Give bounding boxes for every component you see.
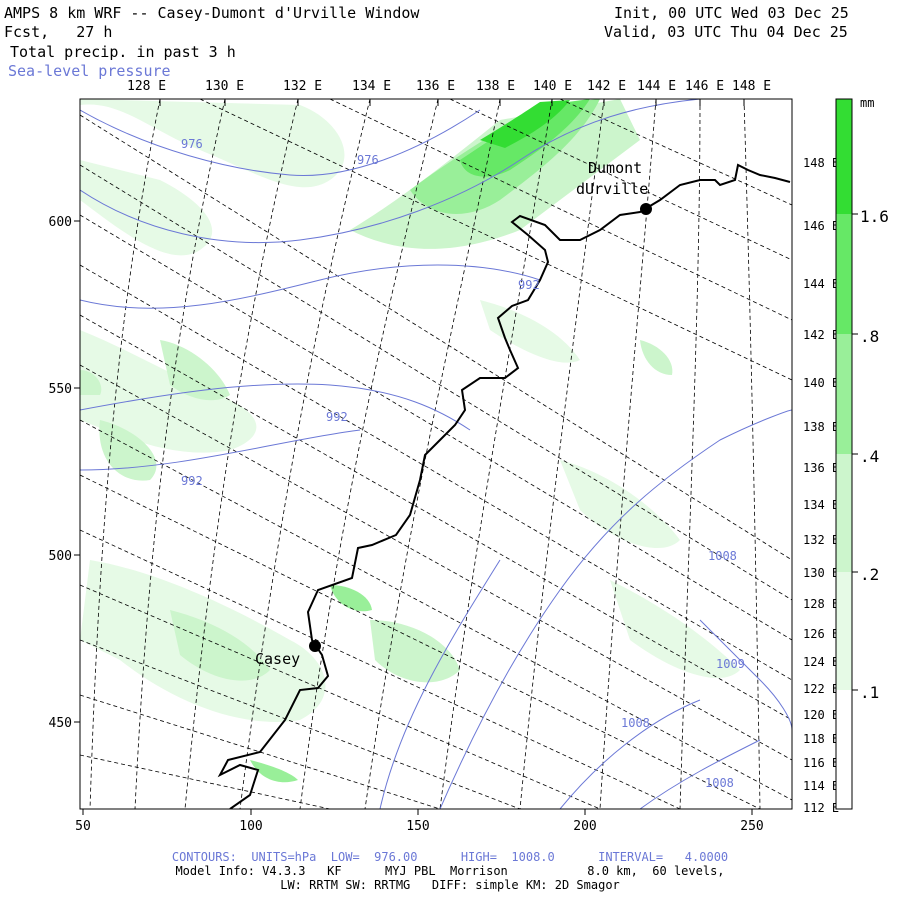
right-lon-label: 124 E [803,655,839,669]
right-lon-labels: 148 E 146 E 144 E 142 E 140 E 138 E 136 … [803,156,839,815]
top-lon-label: 130 E [205,79,244,94]
top-lon-label: 132 E [283,79,322,94]
colorbar: mm 1.6 .8 .4 .2 .1 [835,96,889,810]
map-content [80,99,792,809]
colorbar-swatch [836,690,852,809]
contour-labels: 976 976 992 992 992 1008 1009 1008 1008 [181,137,745,790]
model-info: Model Info: V4.3.3 KF MYJ PBL Morrison 8… [175,864,725,878]
colorbar-swatch [836,454,852,572]
map-border [79,98,793,810]
station-label-dumont-2: dUrville [576,180,648,198]
contour-label: 976 [181,137,203,151]
station-label-casey: Casey [255,650,300,668]
colorbar-swatch [836,214,852,334]
right-lon-label: 138 E [803,420,839,434]
x-tick-label: 150 [406,819,429,834]
colorbar-label: .1 [860,683,879,702]
colorbar-label: .8 [860,327,879,346]
x-axis-labels: 50 100 150 200 250 [75,819,764,834]
top-lon-label: 138 E [476,79,515,94]
forecast-hour: Fcst, 27 h [4,23,113,41]
y-tick-label: 450 [49,716,72,731]
contour-label: 992 [326,410,348,424]
right-lon-label: 142 E [803,328,839,342]
top-lon-label: 128 E [127,79,166,94]
right-lon-label: 130 E [803,566,839,580]
top-lon-label: 148 E [732,79,771,94]
y-tick-label: 550 [49,382,72,397]
top-lon-label: 146 E [685,79,724,94]
station-marker-casey [309,640,321,652]
right-lon-label: 136 E [803,461,839,475]
coastline [217,163,791,809]
x-axis-ticks [82,809,753,815]
contour-label: 1008 [708,549,737,563]
right-lon-label: 144 E [803,277,839,291]
contour-label: 1008 [621,716,650,730]
x-tick-label: 50 [75,819,91,834]
contour-label: 1008 [705,776,734,790]
x-tick-label: 200 [573,819,596,834]
y-axis-labels: 600 550 500 450 [49,215,72,731]
init-time: Init, 00 UTC Wed 03 Dec 25 [614,4,849,22]
right-lon-label: 120 E [803,708,839,722]
station-label-dumont-1: Dumont [588,159,642,177]
x-tick-label: 250 [740,819,763,834]
graticule [80,99,792,809]
x-tick-label: 100 [239,819,262,834]
right-lon-label: 116 E [803,756,839,770]
y-tick-label: 500 [49,549,72,564]
colorbar-swatch [836,572,852,690]
colorbar-label: .2 [860,565,879,584]
colorbar-swatch [836,334,852,454]
physics-info: LW: RRTM SW: RRTMG DIFF: simple KM: 2D S… [280,878,620,892]
right-lon-label: 114 E [803,779,839,793]
contour-label: 992 [181,474,203,488]
valid-time: Valid, 03 UTC Thu 04 Dec 25 [604,23,848,41]
contour-label: 1009 [716,657,745,671]
top-lon-ticks [159,99,745,106]
colorbar-label: .4 [860,447,879,466]
contour-label: 976 [357,153,379,167]
y-tick-label: 600 [49,215,72,230]
right-lon-label: 128 E [803,597,839,611]
right-lon-label: 148 E [803,156,839,170]
precip-shading [80,99,740,783]
right-lon-label: 134 E [803,498,839,512]
right-lon-label: 126 E [803,627,839,641]
field-label: Total precip. in past 3 h [10,43,236,61]
right-lon-label: 122 E [803,682,839,696]
colorbar-swatch [836,99,852,214]
colorbar-label: 1.6 [860,207,889,226]
right-lon-label: 112 E [803,801,839,815]
overlay-label: Sea-level pressure [8,62,171,80]
title: AMPS 8 km WRF -- Casey-Dumont d'Urville … [4,4,420,22]
right-lon-label: 140 E [803,376,839,390]
y-axis-ticks [74,220,80,723]
pressure-contours [80,99,792,809]
top-lon-label: 134 E [352,79,391,94]
contour-label: 992 [518,278,540,292]
top-lon-labels: 128 E 130 E 132 E 134 E 136 E 138 E 140 … [127,79,771,94]
station-marker-dumont [640,203,652,215]
right-lon-label: 118 E [803,732,839,746]
top-lon-label: 144 E [637,79,676,94]
right-lon-label: 146 E [803,219,839,233]
right-lon-label: 132 E [803,533,839,547]
top-lon-label: 142 E [587,79,626,94]
top-lon-label: 140 E [533,79,572,94]
contour-info: CONTOURS: UNITS=hPa LOW= 976.00 HIGH= 10… [171,850,729,864]
top-lon-label: 136 E [416,79,455,94]
colorbar-unit: mm [860,96,874,110]
